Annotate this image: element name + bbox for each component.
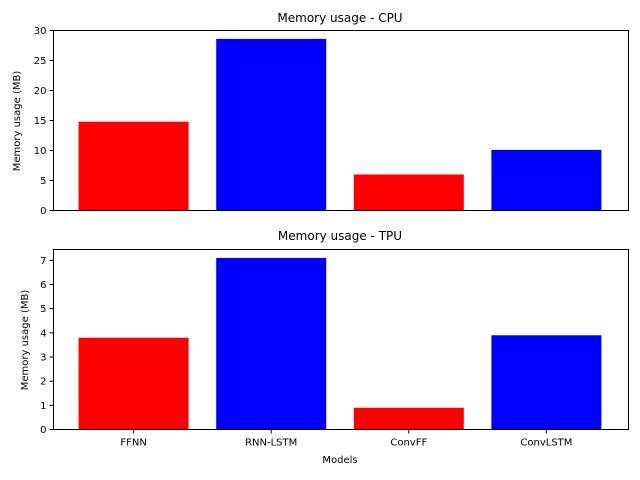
y-tick-label: 0 — [40, 425, 46, 436]
chart-cpu: Memory usage - CPU Memory usage (MB) 0 5 1… — [12, 11, 629, 217]
bar — [491, 335, 602, 430]
y-tick-label: 5 — [40, 304, 46, 315]
y-tick-label: 1 — [40, 401, 46, 412]
y-tick-label: 25 — [34, 56, 47, 67]
x-tick-label: FFNN — [120, 438, 146, 449]
y-axis-ticks: 0 5 10 15 20 25 30 — [34, 26, 54, 217]
x-tick-label: ConvLSTM — [520, 438, 572, 449]
y-tick-label: 5 — [40, 176, 46, 187]
chart-title: Memory usage - TPU — [278, 229, 402, 243]
bar — [353, 407, 464, 430]
y-tick-label: 4 — [40, 328, 46, 339]
x-tick-label: ConvFF — [390, 438, 427, 449]
chart-tpu: Memory usage - TPU Memory usage (MB) Mod… — [20, 229, 629, 466]
y-axis-label: Memory usage (MB) — [12, 71, 23, 172]
bar — [491, 149, 602, 211]
x-axis-ticks: FFNN RNN-LSTM ConvFF ConvLSTM — [120, 429, 572, 449]
bars — [78, 38, 602, 211]
bar — [78, 337, 189, 430]
y-axis-label: Memory usage (MB) — [20, 290, 31, 391]
y-tick-label: 2 — [40, 377, 46, 388]
y-tick-label: 10 — [34, 146, 47, 157]
bar — [216, 38, 327, 211]
y-tick-label: 6 — [40, 280, 46, 291]
y-tick-label: 7 — [40, 256, 46, 267]
x-axis-label: Models — [322, 455, 357, 466]
y-tick-label: 3 — [40, 353, 46, 364]
bar — [353, 174, 464, 211]
y-tick-label: 15 — [34, 116, 47, 127]
bar — [216, 257, 327, 430]
y-tick-label: 30 — [34, 26, 47, 37]
plot-frame — [53, 249, 629, 430]
plot-frame — [53, 30, 629, 211]
y-axis-ticks: 0 1 2 3 4 5 6 7 — [40, 256, 54, 436]
y-tick-label: 0 — [40, 206, 46, 217]
bars — [78, 257, 602, 430]
y-tick-label: 20 — [34, 86, 47, 97]
x-tick-label: RNN-LSTM — [245, 438, 297, 449]
chart-title: Memory usage - CPU — [277, 11, 402, 25]
bar — [78, 121, 189, 211]
